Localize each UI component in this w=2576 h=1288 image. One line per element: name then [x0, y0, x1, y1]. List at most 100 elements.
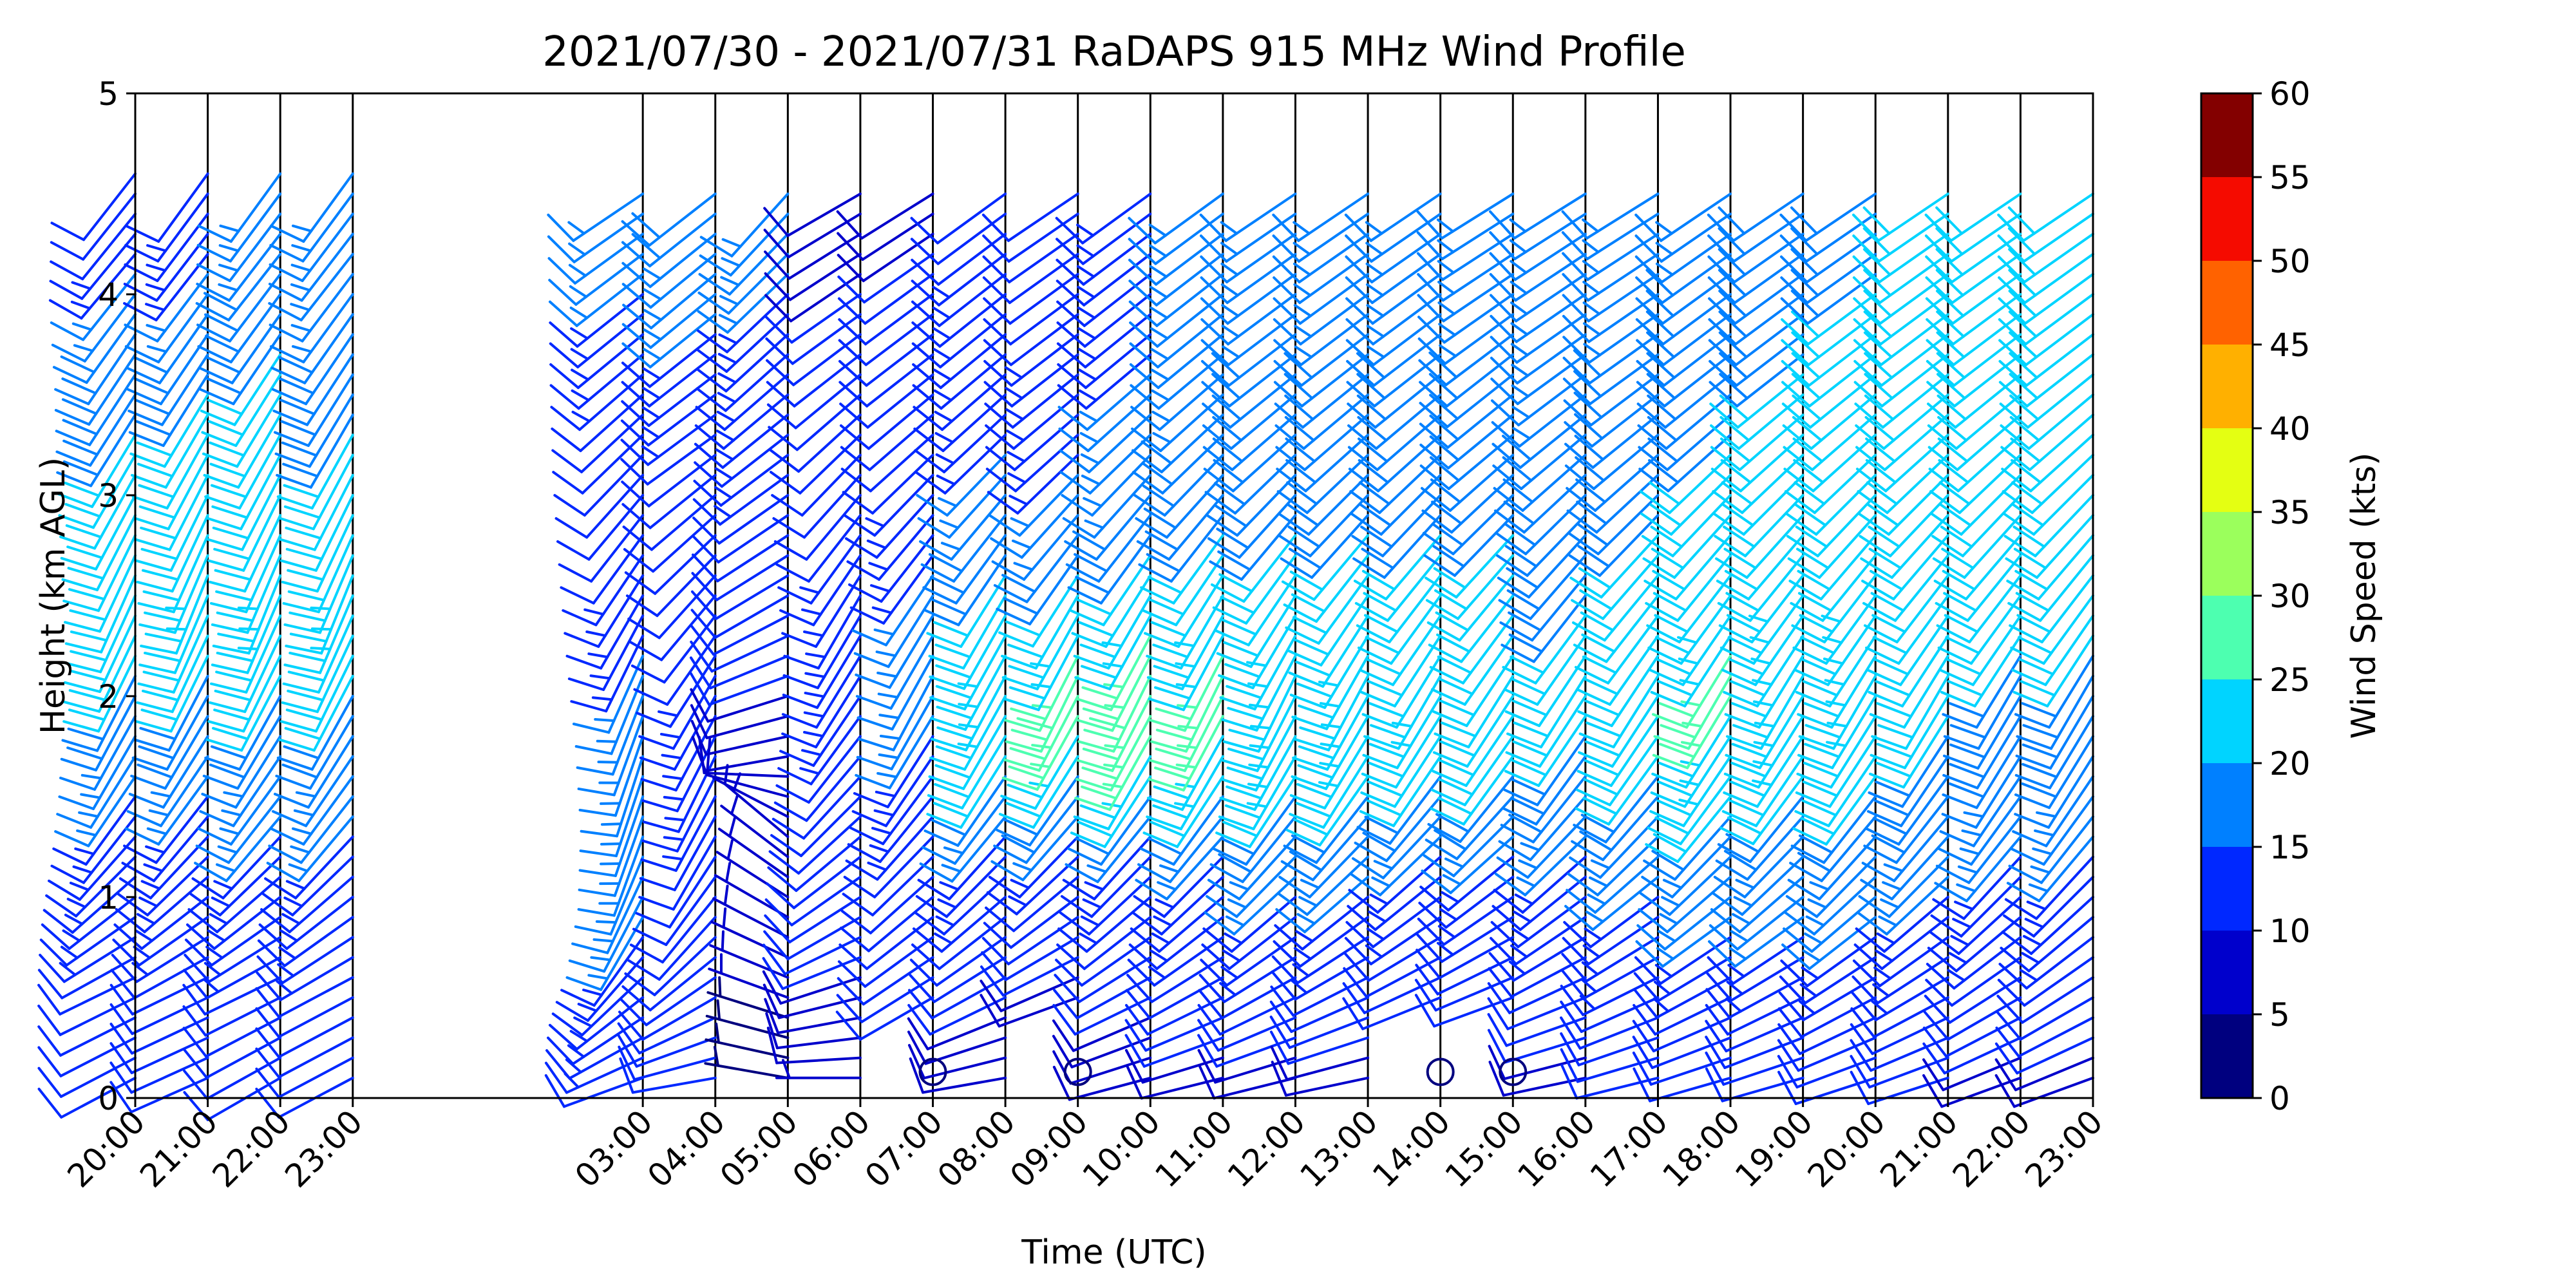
wind-barb-full	[209, 441, 245, 457]
wind-barb-half	[1585, 910, 1604, 923]
wind-barb-full	[696, 348, 728, 373]
wind-barb-full	[553, 494, 586, 517]
wind-barb-full	[547, 1036, 574, 1065]
wind-barb-full	[138, 505, 176, 519]
wind-barb-full	[1656, 799, 1692, 817]
wind-barb-full	[690, 704, 708, 739]
wind-barb-full	[1285, 437, 1316, 463]
wind-barb-full	[1580, 611, 1615, 632]
wind-barb-full	[2001, 931, 2033, 955]
wind-barb-full	[933, 802, 969, 818]
wind-barb-full	[2007, 227, 2036, 256]
wind-barb-full	[1997, 255, 2026, 283]
wind-barb-full	[1580, 813, 1615, 833]
wind-barb-full	[144, 611, 182, 622]
wind-barb-full	[1647, 394, 1677, 421]
wind-barb-full	[2022, 724, 2059, 739]
wind-barb-full	[1075, 576, 1110, 594]
wind-barb-half	[71, 322, 93, 331]
wind-barb-full	[1855, 927, 1886, 953]
wind-barb-full	[1708, 339, 1738, 366]
wind-barb-half	[1006, 430, 1025, 442]
wind-barb-staff	[775, 1036, 862, 1050]
wind-barb-full	[1132, 471, 1164, 495]
wind-barb-staff	[709, 654, 790, 690]
wind-barb-full	[1777, 1007, 1803, 1039]
wind-barb-full	[135, 559, 173, 572]
wind-barb-full	[1927, 947, 1958, 972]
wind-barb-half	[939, 881, 960, 891]
wind-barb-full	[1998, 962, 2028, 990]
wind-barb-full	[621, 480, 650, 507]
wind-barb-full	[993, 844, 1028, 864]
wind-barb-full	[1269, 1030, 1290, 1065]
wind-barb-staff	[82, 193, 137, 261]
wind-barb-full	[990, 537, 1023, 559]
wind-barb-full	[1646, 373, 1676, 400]
wind-barb-full	[1579, 830, 1613, 852]
wind-barb-full	[996, 828, 1032, 847]
wind-barb-staff	[1433, 996, 1515, 1028]
wind-barb-full	[1504, 522, 1537, 547]
wind-barb-full	[1781, 402, 1812, 429]
wind-barb-full	[1427, 822, 1462, 843]
wind-barb-half	[1871, 1000, 1889, 1015]
wind-barb-full	[1415, 963, 1439, 996]
wind-barb-full	[256, 971, 282, 1001]
wind-barb-full	[67, 567, 105, 580]
wind-barb-half	[1726, 980, 1744, 996]
wind-barb-half	[805, 652, 826, 659]
wind-barb-full	[1636, 359, 1665, 387]
wind-barb-staff	[706, 695, 790, 723]
wind-barb-full	[1935, 864, 1971, 884]
wind-barb-full	[1149, 759, 1186, 772]
wind-barb-full	[43, 909, 74, 934]
wind-barb-half	[290, 283, 311, 292]
wind-barb-full	[837, 232, 864, 261]
wind-barb-half	[146, 244, 167, 252]
wind-barb-full	[1937, 416, 1968, 442]
wind-barb-full	[1583, 677, 1619, 696]
wind-barb-full	[1508, 611, 1542, 632]
wind-barb-full	[1133, 895, 1166, 918]
wind-barb-full	[1439, 740, 1476, 757]
wind-barb-full	[1707, 213, 1735, 242]
wind-barb-full	[920, 563, 956, 583]
wind-barb-full	[1853, 381, 1884, 408]
wind-barb-full	[551, 449, 583, 473]
wind-barb-full	[843, 514, 876, 537]
wind-barb-full	[980, 980, 1003, 1012]
wind-barb-full	[1219, 696, 1256, 711]
wind-barb-full	[1658, 702, 1695, 718]
wind-barb-full	[1345, 921, 1375, 949]
wind-barb-full	[1005, 620, 1041, 637]
wind-barb-full	[928, 775, 965, 790]
wind-barb-full	[565, 976, 603, 991]
wind-barb-full	[140, 547, 178, 560]
wind-barb-full	[1357, 646, 1393, 665]
wind-barb-staff	[717, 494, 790, 545]
wind-barb-full	[66, 746, 104, 761]
wind-barb-full	[1057, 384, 1088, 410]
wind-barb-full	[209, 580, 247, 593]
wind-barb-half	[1947, 969, 1966, 982]
wind-barb-full	[1636, 381, 1666, 408]
wind-barb-full	[1922, 1074, 1944, 1108]
wind-barb-full	[1291, 834, 1326, 854]
wind-barb-staff	[1649, 1056, 1732, 1086]
wind-barb-full	[1488, 210, 1516, 240]
x-tick-label: 07:00	[858, 1103, 950, 1195]
wind-barb-full	[1796, 547, 1830, 569]
wind-barb-full	[1361, 713, 1398, 729]
wind-barb-full	[1430, 478, 1461, 504]
x-tick-label: 22:00	[205, 1103, 298, 1195]
wind-barb-staff	[795, 393, 862, 451]
wind-barb-full	[1780, 959, 1809, 987]
wind-barb-half	[659, 732, 681, 739]
wind-barb-staff	[1795, 1056, 1877, 1089]
wind-barb-staff	[1069, 1056, 1152, 1085]
wind-barb-full	[1010, 728, 1048, 741]
wind-barb-full	[144, 651, 182, 663]
wind-barb-full	[1720, 459, 1752, 484]
wind-barb-staff	[650, 494, 717, 551]
